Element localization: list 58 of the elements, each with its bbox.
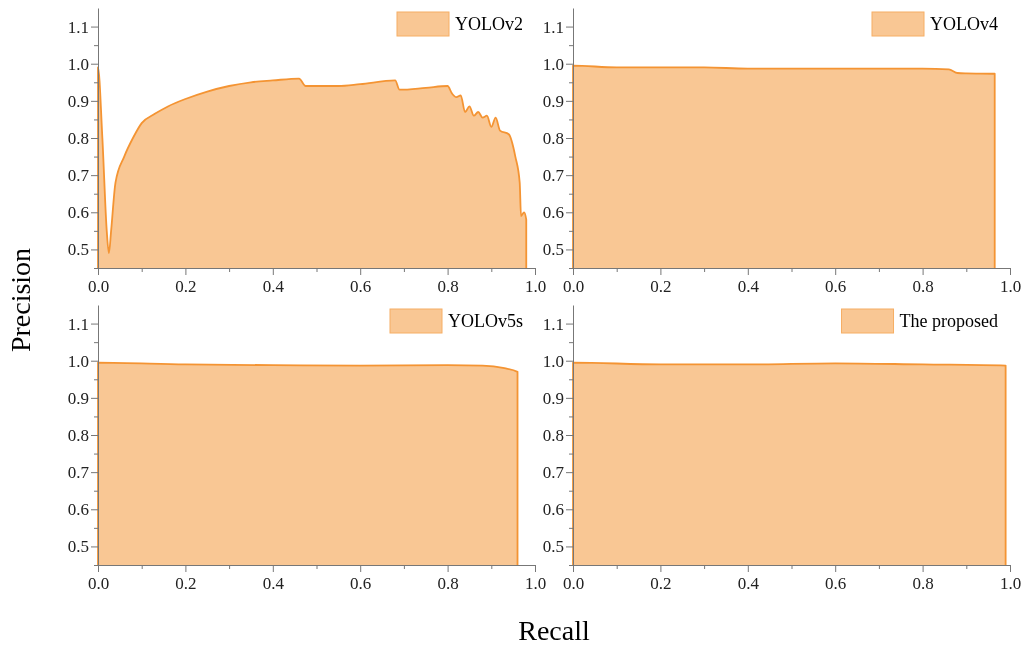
y-tick-label: 1.0 — [542, 351, 564, 371]
y-tick-label: 0.6 — [67, 203, 89, 223]
y-tick-label: 1.0 — [67, 54, 89, 74]
y-tick-label: 0.6 — [542, 203, 564, 223]
x-tick-label: 0.4 — [737, 574, 760, 594]
y-tick-label: 0.9 — [542, 388, 564, 408]
series-label: YOLOv5s — [448, 311, 523, 331]
x-tick-label: 0.0 — [87, 277, 110, 297]
x-axis-title: Recall — [518, 615, 590, 646]
y-tick-label: 0.8 — [67, 128, 89, 148]
y-tick-label: 0.9 — [542, 91, 564, 111]
y-tick-label: 0.7 — [542, 463, 565, 483]
y-tick-label: 1.1 — [542, 314, 564, 334]
y-tick-label: 0.9 — [67, 91, 89, 111]
x-tick-label: 0.6 — [350, 277, 372, 297]
y-tick-label: 0.6 — [542, 500, 564, 520]
x-tick-label: 0.4 — [262, 574, 285, 594]
y-axis-title: Precision — [5, 247, 36, 353]
y-tick-label: 1.0 — [542, 54, 564, 74]
x-tick-label: 0.8 — [912, 574, 934, 594]
x-tick-label: 0.4 — [737, 277, 760, 297]
x-tick-label: 0.2 — [650, 574, 672, 594]
x-tick-label: 1.0 — [524, 574, 547, 594]
y-tick-label: 0.7 — [542, 166, 565, 186]
y-tick-label: 0.5 — [67, 240, 89, 260]
x-tick-label: 0.0 — [562, 277, 585, 297]
x-tick-label: 1.0 — [524, 277, 547, 297]
x-tick-label: 1.0 — [999, 574, 1022, 594]
y-tick-label: 0.8 — [67, 425, 89, 445]
y-tick-label: 0.8 — [542, 425, 564, 445]
x-tick-label: 0.4 — [262, 277, 285, 297]
x-tick-label: 0.6 — [350, 574, 372, 594]
x-tick-label: 0.8 — [912, 277, 934, 297]
x-tick-label: 0.0 — [562, 574, 585, 594]
y-tick-label: 1.1 — [542, 17, 564, 37]
x-tick-label: 0.0 — [87, 574, 110, 594]
y-tick-label: 0.5 — [542, 537, 564, 557]
y-tick-label: 0.7 — [67, 166, 90, 186]
y-tick-label: 0.6 — [67, 500, 89, 520]
x-tick-label: 0.2 — [175, 574, 197, 594]
y-tick-label: 0.9 — [67, 388, 89, 408]
x-tick-label: 0.6 — [825, 277, 847, 297]
y-tick-label: 1.0 — [67, 351, 89, 371]
x-tick-label: 0.2 — [175, 277, 197, 297]
x-tick-label: 0.8 — [437, 277, 459, 297]
x-tick-label: 0.8 — [437, 574, 459, 594]
y-tick-label: 0.5 — [542, 240, 564, 260]
x-tick-label: 0.2 — [650, 277, 672, 297]
x-tick-label: 1.0 — [999, 277, 1022, 297]
y-tick-label: 1.1 — [67, 17, 89, 37]
y-tick-label: 1.1 — [67, 314, 89, 334]
text: YOLOv2 — [455, 14, 523, 34]
y-tick-label: 0.8 — [542, 128, 564, 148]
y-tick-label: 0.5 — [67, 537, 89, 557]
series-label: The proposed — [899, 311, 998, 331]
y-tick-label: 0.7 — [67, 463, 90, 483]
series-label: YOLOv4 — [930, 14, 998, 34]
x-tick-label: 0.6 — [825, 574, 847, 594]
